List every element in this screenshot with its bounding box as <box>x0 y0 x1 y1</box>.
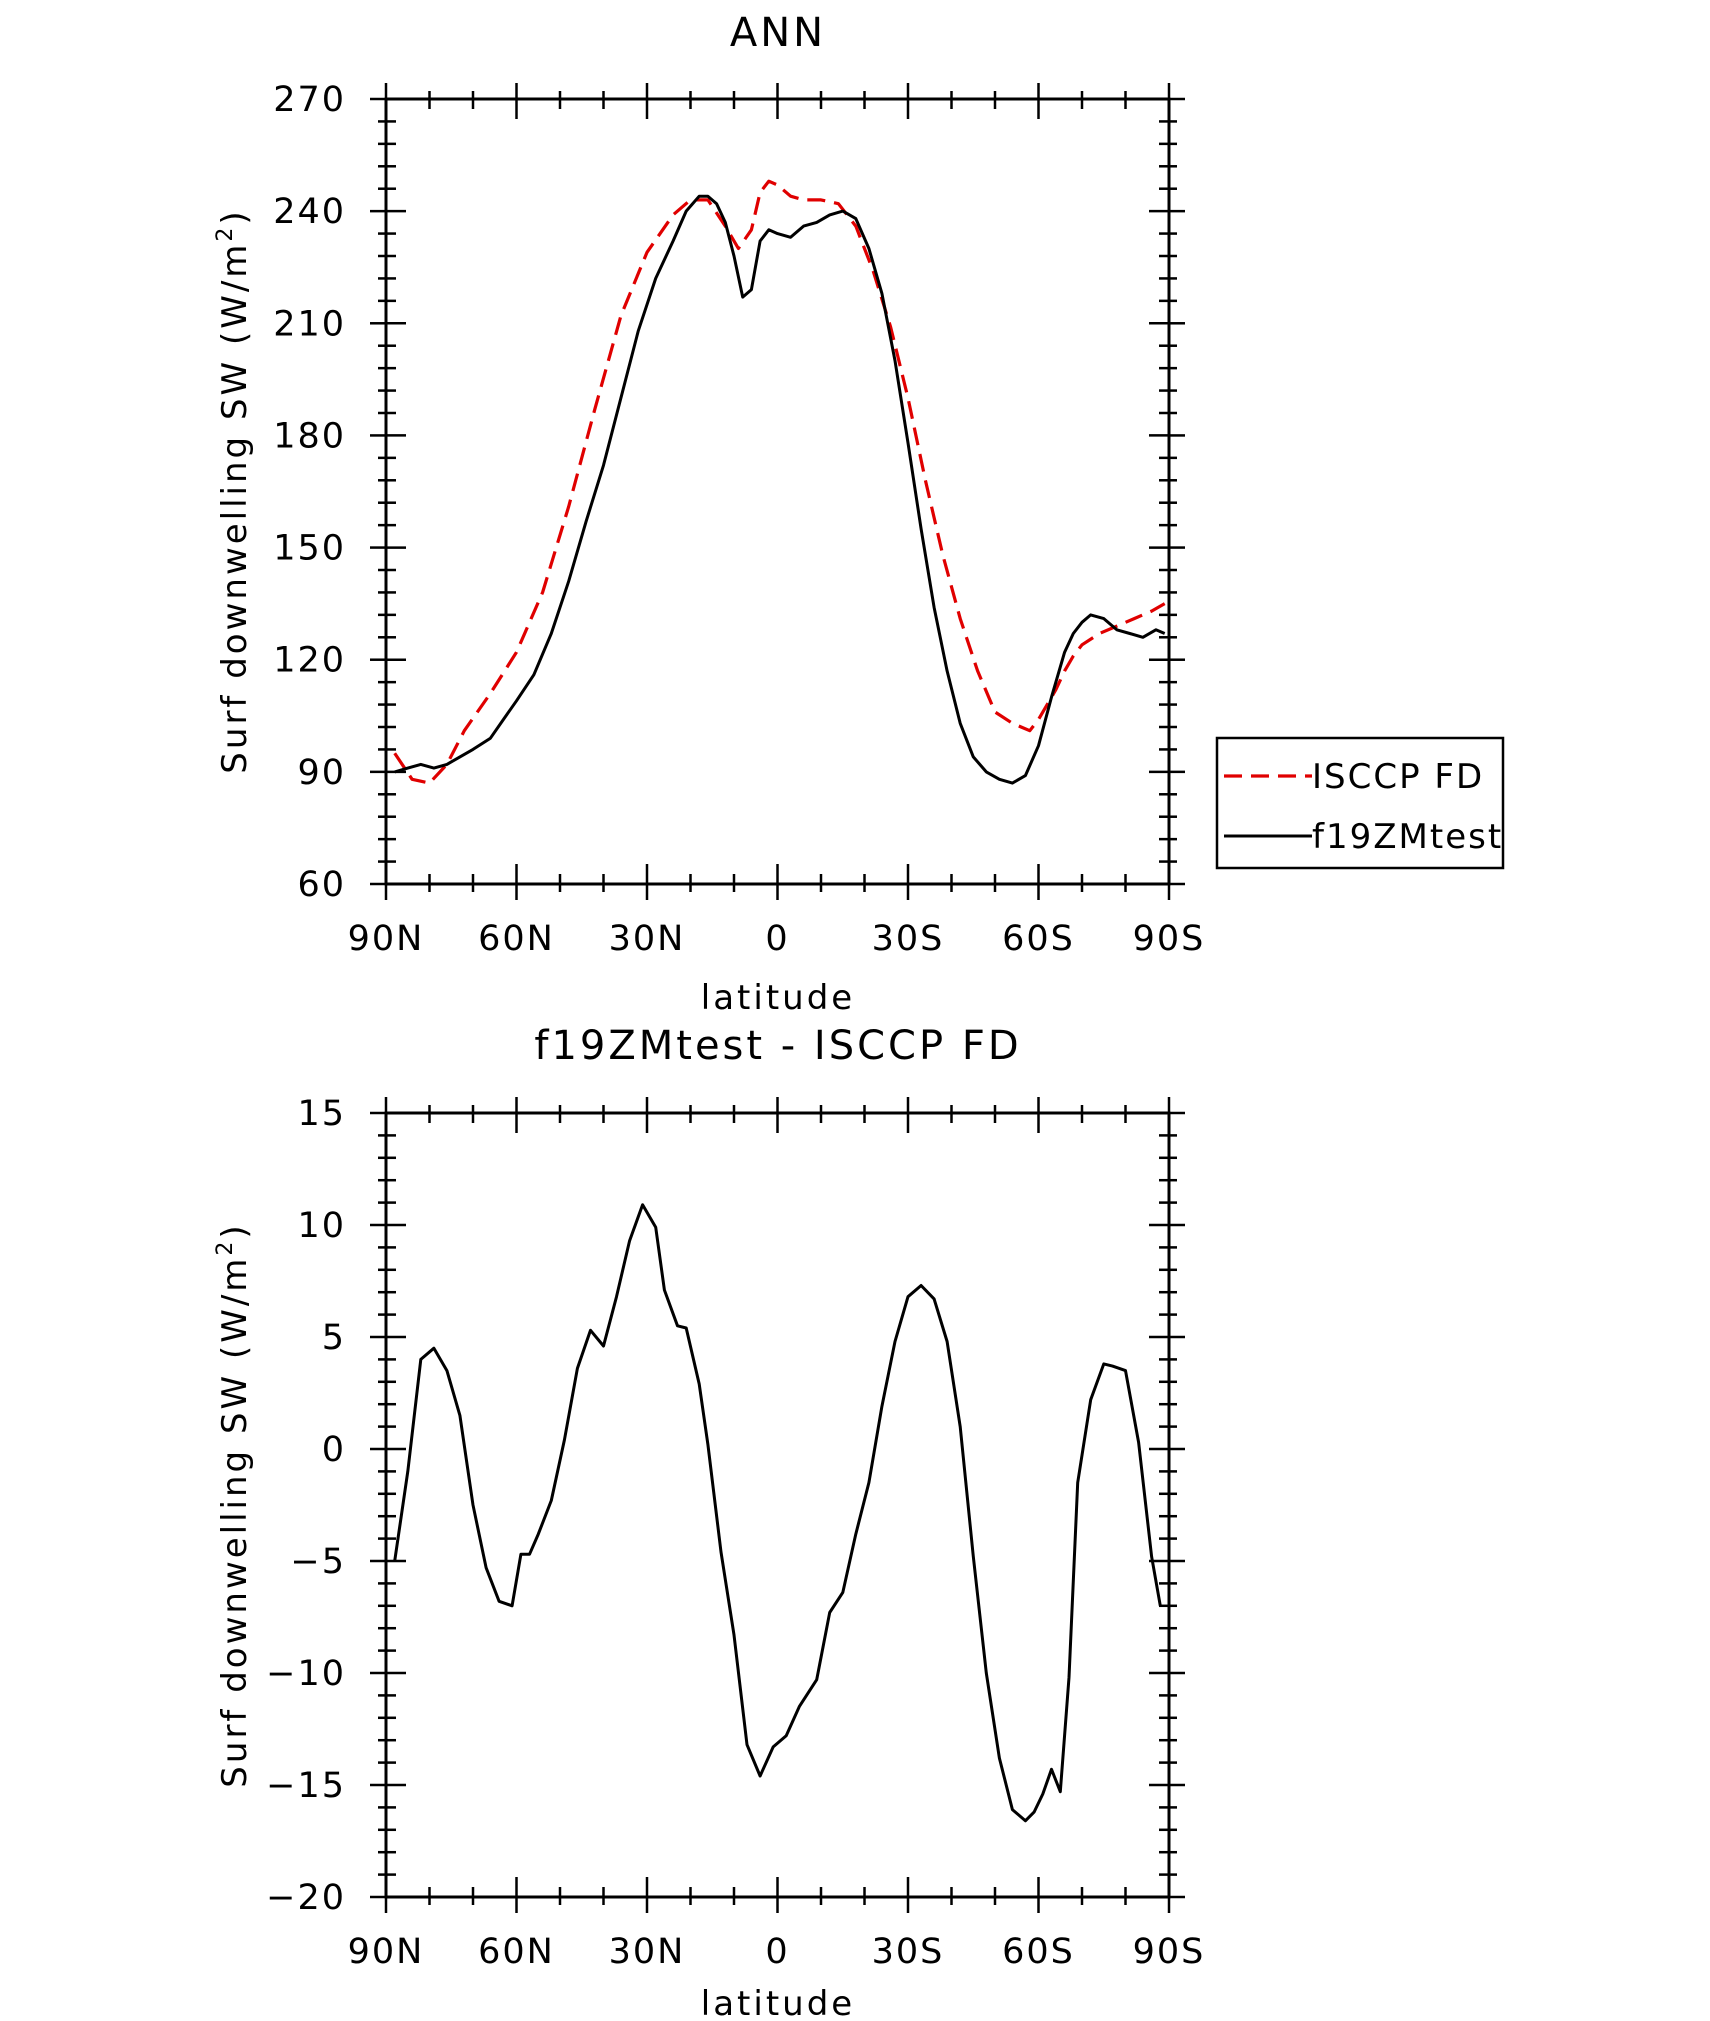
y-tick-label: −5 <box>290 1542 346 1582</box>
y-tick-label: 240 <box>273 192 346 232</box>
y-tick-label: 270 <box>273 80 346 120</box>
chart-bottom-frame <box>384 1111 1171 1899</box>
x-tick-label: 60S <box>1002 1932 1075 1972</box>
y-tick-label: 210 <box>273 304 346 344</box>
x-tick-label: 0 <box>765 1932 789 1972</box>
y-tick-label: 60 <box>297 865 346 905</box>
x-tick-label: 90S <box>1133 1932 1206 1972</box>
x-tick-label: 60S <box>1002 919 1075 959</box>
y-tick-label: −20 <box>266 1878 346 1918</box>
series-line-f19zmtest <box>394 194 1166 785</box>
chart-top-title: ANN <box>730 10 826 56</box>
x-tick-label: 30N <box>609 1932 686 1972</box>
chart-bottom: f19ZMtest - ISCCP FD −20 −15 −10 −5 0 5 10 15 9… <box>213 1023 1206 2021</box>
x-tick-label: 30S <box>872 919 945 959</box>
x-tick-label: 90S <box>1133 919 1206 959</box>
y-tick-label: 15 <box>297 1094 346 1134</box>
y-tick-label: 180 <box>273 416 346 456</box>
y-tick-label: 120 <box>273 641 346 681</box>
x-tick-label: 60N <box>478 1932 555 1972</box>
chart-bottom-y-axis-label: Surf downwelling SW (W/m2) <box>213 1222 255 1787</box>
x-tick-label: 60N <box>478 919 555 959</box>
y-tick-label: 10 <box>297 1206 346 1246</box>
chart-bottom-title: f19ZMtest - ISCCP FD <box>534 1023 1021 1069</box>
x-tick-label: 30S <box>872 1932 945 1972</box>
y-tick-label: 90 <box>297 753 346 793</box>
series-line-isccp-fd <box>393 179 1166 785</box>
chart-top-x-axis-label: latitude <box>701 978 855 1018</box>
chart-top-frame <box>384 97 1171 886</box>
legend: ISCCP FD f19ZMtest <box>1215 736 1505 870</box>
legend-label-isccp-fd: ISCCP FD <box>1312 757 1484 797</box>
chart-bottom-x-axis-label: latitude <box>701 1984 855 2021</box>
y-tick-label: −15 <box>266 1766 346 1806</box>
chart-top-y-axis-label: Surf downwelling SW (W/m2) <box>213 208 255 773</box>
x-tick-label: 90N <box>348 919 425 959</box>
chart-top: ANN 60 90 120 150 180 210 240 270 90N 60N 30N 0 30S… <box>213 10 1505 1018</box>
y-tick-label: 5 <box>322 1318 346 1358</box>
legend-label-f19zmtest: f19ZMtest <box>1312 817 1503 857</box>
x-tick-label: 90N <box>348 1932 425 1972</box>
x-tick-label: 30N <box>609 919 686 959</box>
y-tick-label: 150 <box>273 529 346 569</box>
y-tick-label: 0 <box>322 1430 346 1470</box>
y-tick-label: −10 <box>266 1654 346 1694</box>
series-line-difference <box>393 1203 1162 1823</box>
x-tick-label: 0 <box>765 919 789 959</box>
legend-box <box>1215 736 1505 870</box>
